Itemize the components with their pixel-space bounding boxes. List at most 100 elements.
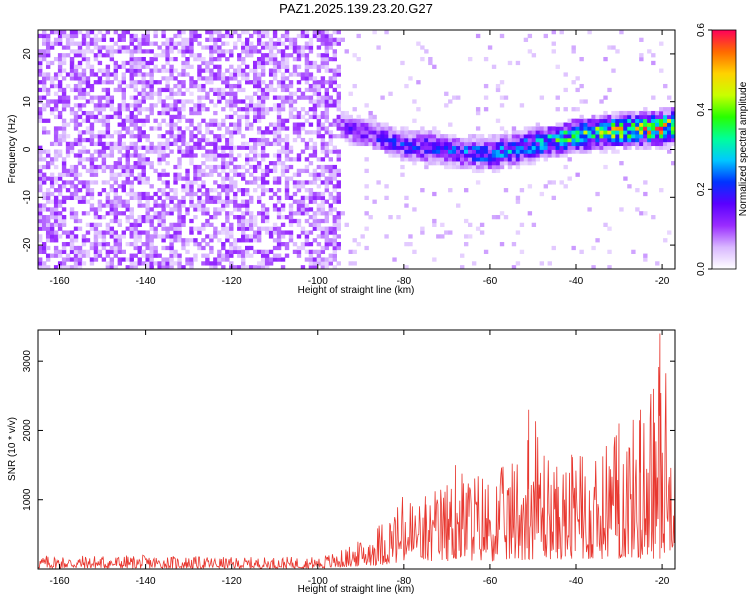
spectrogram-cell [288,211,294,216]
spectrogram-cell [292,114,298,120]
spectrogram-cell [392,145,397,150]
spectrogram-cell [97,137,103,143]
spectrogram-cell [209,199,214,204]
spectrogram-cell [264,153,270,158]
spectrogram-cell [213,168,218,174]
spectrogram-cell [551,245,556,251]
y-tick-label: -10 [22,190,33,205]
spectrogram-cell [65,103,71,108]
spectrogram-cell [81,118,87,123]
spectrogram-cell [233,215,238,220]
spectrogram-cell [348,126,353,131]
spectrogram-cell [69,60,75,66]
spectrogram-cell [137,195,142,201]
spectrogram-cell [272,68,278,73]
spectrogram-cell [571,49,576,54]
spectrogram-cell [364,118,369,123]
spectrogram-cell [312,83,318,89]
spectrogram-cell [149,126,154,131]
spectrogram-cell [316,83,322,89]
spectrogram-cell [408,76,413,81]
spectrogram-cell [336,30,341,35]
spectrogram-cell [125,257,130,262]
spectrogram-cell [241,234,246,239]
spectrogram-cell [89,99,95,104]
spectrogram-cell [252,137,258,143]
spectrogram-cell [245,107,250,112]
spectrogram-cell [185,238,190,243]
spectrogram-cell [249,180,254,185]
spectrogram-cell [659,114,664,120]
spectrogram-cell [85,60,91,66]
spectrogram-cell [249,253,254,258]
spectrogram-cell [332,164,337,170]
spectrogram-cell [539,95,545,100]
spectrogram-cell [49,230,55,235]
spectrogram-cell [73,53,79,58]
spectrogram-cell [607,137,612,143]
spectrogram-cell [436,149,441,154]
spectrogram-cell [173,83,178,89]
spectrogram-cell [153,203,158,208]
spectrogram-cell [400,126,405,131]
spectrogram-cell [229,222,234,227]
spectrogram-cell [157,203,162,208]
spectrogram-cell [225,33,230,39]
spectrogram-cell [276,226,282,231]
spectrogram-cell [65,99,71,104]
spectrogram-cell [193,164,198,170]
spectrogram-cell [97,199,103,204]
spectrogram-cell [149,60,154,66]
spectrogram-cell [165,80,170,85]
spectrogram-cell [276,157,282,162]
spectrogram-cell [205,64,210,69]
spectrogram-cell [272,103,278,108]
spectrogram-cell [380,122,385,127]
spectrogram-cell [575,87,580,93]
spectrogram-cell [149,49,154,54]
spectrogram-cell [137,222,142,227]
spectrogram-cell [515,199,521,204]
spectrogram-cell [93,230,99,235]
spectrogram-cell [312,130,318,135]
spectrogram-cell [245,110,250,116]
spectrogram-cell [336,126,341,131]
spectrogram-cell [499,161,505,166]
spectrogram-cell [105,261,111,266]
spectrogram-cell [503,141,509,147]
spectrogram-cell [304,203,310,208]
x-tick-label: -100 [308,576,328,587]
spectrogram-cell [133,122,138,127]
spectrogram-cell [563,130,568,135]
spectrogram-cell [45,215,51,220]
spectrogram-cell [284,230,290,235]
spectrogram-cell [201,118,206,123]
spectrogram-cell [308,222,314,227]
spectrogram-cell [225,230,230,235]
spectrogram-cell [237,107,242,112]
spectrogram-cell [197,203,202,208]
spectrogram-cell [400,145,405,150]
spectrogram-cell [93,103,99,108]
spectrogram-cell [97,99,103,104]
spectrogram-cell [420,188,425,193]
y-tick-label: 1000 [22,488,33,511]
spectrogram-cell [611,110,616,116]
spectrogram-cell [404,203,409,208]
spectrogram-cell [165,257,170,262]
spectrogram-cell [296,134,302,139]
spectrogram-cell [217,72,222,77]
spectrogram-cell [276,49,282,54]
spectrogram-cell [328,261,334,266]
spectrogram-cell [213,261,218,266]
spectrogram-cell [93,141,99,147]
spectrogram-cell [276,60,282,66]
spectrogram-cell [364,211,369,216]
spectrogram-cell [121,164,126,170]
spectrogram-cell [141,168,146,174]
spectrogram-cell [300,211,306,216]
spectrogram-cell [133,118,138,123]
spectrogram-cell [312,87,318,93]
spectrogram-cell [324,238,330,243]
spectrogram-cell [296,56,302,62]
